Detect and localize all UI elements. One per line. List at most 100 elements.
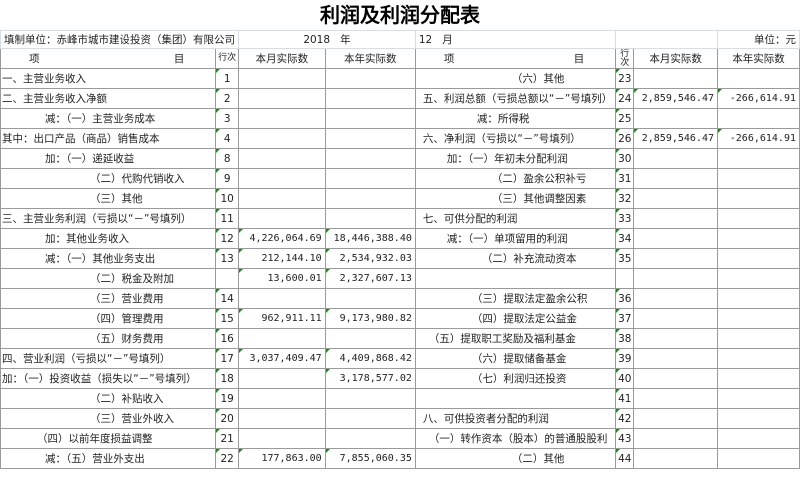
month-amount-cell[interactable] xyxy=(633,308,718,329)
item-cell[interactable] xyxy=(414,268,617,289)
row-number-cell[interactable]: 3 xyxy=(215,108,239,129)
year-amount-cell[interactable]: 2,327,607.13 xyxy=(324,268,416,289)
item-cell[interactable]: （四）管理费用 xyxy=(0,308,217,329)
month-amount-cell[interactable] xyxy=(633,448,718,469)
item-cell[interactable] xyxy=(414,388,617,409)
row-number-cell[interactable]: 43 xyxy=(615,428,635,449)
item-cell[interactable]: 五、利润总额（亏损总额以“－”号填列） xyxy=(414,88,617,109)
month-amount-cell[interactable] xyxy=(238,108,326,129)
row-number-cell[interactable]: 33 xyxy=(615,208,635,229)
item-cell[interactable]: （三）营业外收入 xyxy=(0,408,217,429)
month-amount-cell[interactable] xyxy=(633,168,718,189)
row-number-cell[interactable]: 16 xyxy=(215,328,239,349)
item-cell[interactable]: （三）营业费用 xyxy=(0,288,217,309)
row-number-cell[interactable]: 30 xyxy=(615,148,635,169)
item-cell[interactable]: （二）其他 xyxy=(414,448,617,469)
row-number-cell[interactable]: 35 xyxy=(615,248,635,269)
year-amount-cell[interactable] xyxy=(324,68,416,89)
year-amount-cell[interactable] xyxy=(717,388,800,409)
year-amount-cell[interactable] xyxy=(324,128,416,149)
year-amount-cell[interactable] xyxy=(324,108,416,129)
item-cell[interactable]: （六）其他 xyxy=(414,68,617,89)
row-number-cell[interactable]: 10 xyxy=(215,188,239,209)
item-cell[interactable]: （四）提取法定公益金 xyxy=(414,308,617,329)
month-amount-cell[interactable] xyxy=(238,288,326,309)
year-amount-cell[interactable] xyxy=(717,228,800,249)
year-amount-cell[interactable] xyxy=(717,448,800,469)
year-amount-cell[interactable] xyxy=(324,188,416,209)
row-number-cell[interactable]: 38 xyxy=(615,328,635,349)
year-amount-cell[interactable] xyxy=(717,68,800,89)
item-cell[interactable]: 四、营业利润（亏损以“－”号填列） xyxy=(0,348,217,369)
year-amount-cell[interactable]: 9,173,980.82 xyxy=(324,308,416,329)
item-cell[interactable]: （五）提取职工奖励及福利基金 xyxy=(414,328,617,349)
row-number-cell[interactable]: 41 xyxy=(615,388,635,409)
row-number-cell[interactable] xyxy=(215,268,239,289)
item-cell[interactable]: 加：（一）投资收益（损失以“－”号填列） xyxy=(0,368,217,389)
month-amount-cell[interactable] xyxy=(633,288,718,309)
item-cell[interactable]: （七）利润归还投资 xyxy=(414,368,617,389)
row-number-cell[interactable]: 17 xyxy=(215,348,239,369)
row-number-cell[interactable]: 13 xyxy=(215,248,239,269)
item-cell[interactable]: （二）代购代销收入 xyxy=(0,168,217,189)
year-amount-cell[interactable] xyxy=(324,408,416,429)
year-amount-cell[interactable] xyxy=(717,348,800,369)
month-amount-cell[interactable] xyxy=(238,148,326,169)
item-cell[interactable]: 一、主营业务收入 xyxy=(0,68,217,89)
month-amount-cell[interactable] xyxy=(238,168,326,189)
row-number-cell[interactable]: 12 xyxy=(215,228,239,249)
item-cell[interactable]: 减：所得税 xyxy=(414,108,617,129)
row-number-cell[interactable]: 19 xyxy=(215,388,239,409)
year-amount-cell[interactable]: 7,855,060.35 xyxy=(324,448,416,469)
month-amount-cell[interactable] xyxy=(633,368,718,389)
item-cell[interactable]: （四）以前年度损益调整 xyxy=(0,428,217,449)
month-amount-cell[interactable] xyxy=(238,408,326,429)
row-number-cell[interactable]: 2 xyxy=(215,88,239,109)
month-amount-cell[interactable]: 2,859,546.47 xyxy=(633,128,718,149)
row-number-cell[interactable]: 24 xyxy=(615,88,635,109)
row-number-cell[interactable]: 22 xyxy=(215,448,239,469)
year-amount-cell[interactable] xyxy=(717,428,800,449)
month-amount-cell[interactable] xyxy=(238,368,326,389)
year-amount-cell[interactable]: 3,178,577.02 xyxy=(324,368,416,389)
item-cell[interactable]: （五）财务费用 xyxy=(0,328,217,349)
month-amount-cell[interactable] xyxy=(238,428,326,449)
month-amount-cell[interactable] xyxy=(633,328,718,349)
item-cell[interactable]: （二）补贴收入 xyxy=(0,388,217,409)
month-amount-cell[interactable]: 962,911.11 xyxy=(238,308,326,329)
row-number-cell[interactable]: 37 xyxy=(615,308,635,329)
month-amount-cell[interactable] xyxy=(633,188,718,209)
month-amount-cell[interactable] xyxy=(238,328,326,349)
row-number-cell[interactable]: 18 xyxy=(215,368,239,389)
year-amount-cell[interactable] xyxy=(717,368,800,389)
year-amount-cell[interactable] xyxy=(324,388,416,409)
year-amount-cell[interactable] xyxy=(324,288,416,309)
year-amount-cell[interactable] xyxy=(717,248,800,269)
month-amount-cell[interactable]: 13,600.01 xyxy=(238,268,326,289)
item-cell[interactable]: （三）提取法定盈余公积 xyxy=(414,288,617,309)
item-cell[interactable]: （二）补充流动资本 xyxy=(414,248,617,269)
row-number-cell[interactable]: 42 xyxy=(615,408,635,429)
row-number-cell[interactable]: 8 xyxy=(215,148,239,169)
month-amount-cell[interactable] xyxy=(238,128,326,149)
row-number-cell[interactable] xyxy=(615,268,635,289)
row-number-cell[interactable]: 4 xyxy=(215,128,239,149)
item-cell[interactable]: 三、主营业务利润（亏损以“－”号填列） xyxy=(0,208,217,229)
row-number-cell[interactable]: 31 xyxy=(615,168,635,189)
row-number-cell[interactable]: 21 xyxy=(215,428,239,449)
row-number-cell[interactable]: 40 xyxy=(615,368,635,389)
year-amount-cell[interactable] xyxy=(717,208,800,229)
month-amount-cell[interactable] xyxy=(633,268,718,289)
month-amount-cell[interactable] xyxy=(633,228,718,249)
item-cell[interactable]: 六、净利润（亏损以“－”号填列） xyxy=(414,128,617,149)
month-amount-cell[interactable] xyxy=(633,108,718,129)
month-amount-cell[interactable] xyxy=(238,188,326,209)
month-amount-cell[interactable]: 3,037,409.47 xyxy=(238,348,326,369)
row-number-cell[interactable]: 9 xyxy=(215,168,239,189)
year-amount-cell[interactable] xyxy=(717,148,800,169)
item-cell[interactable]: （一）转作资本（股本）的普通股股利 xyxy=(414,428,617,449)
year-amount-cell[interactable] xyxy=(324,428,416,449)
year-amount-cell[interactable] xyxy=(717,288,800,309)
year-amount-cell[interactable] xyxy=(717,308,800,329)
month-amount-cell[interactable] xyxy=(633,348,718,369)
